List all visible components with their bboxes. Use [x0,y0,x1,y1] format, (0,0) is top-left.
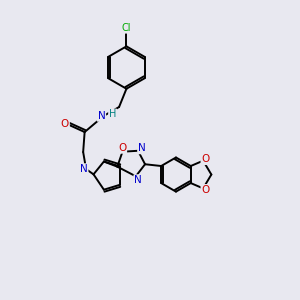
Text: O: O [201,185,210,195]
Text: O: O [61,119,69,129]
Text: N: N [80,164,88,174]
Text: N: N [138,143,146,153]
Text: O: O [201,154,210,164]
Text: H: H [109,110,116,119]
Text: N: N [98,111,105,121]
Text: Cl: Cl [122,23,131,33]
Text: O: O [118,143,126,153]
Text: N: N [134,175,142,185]
